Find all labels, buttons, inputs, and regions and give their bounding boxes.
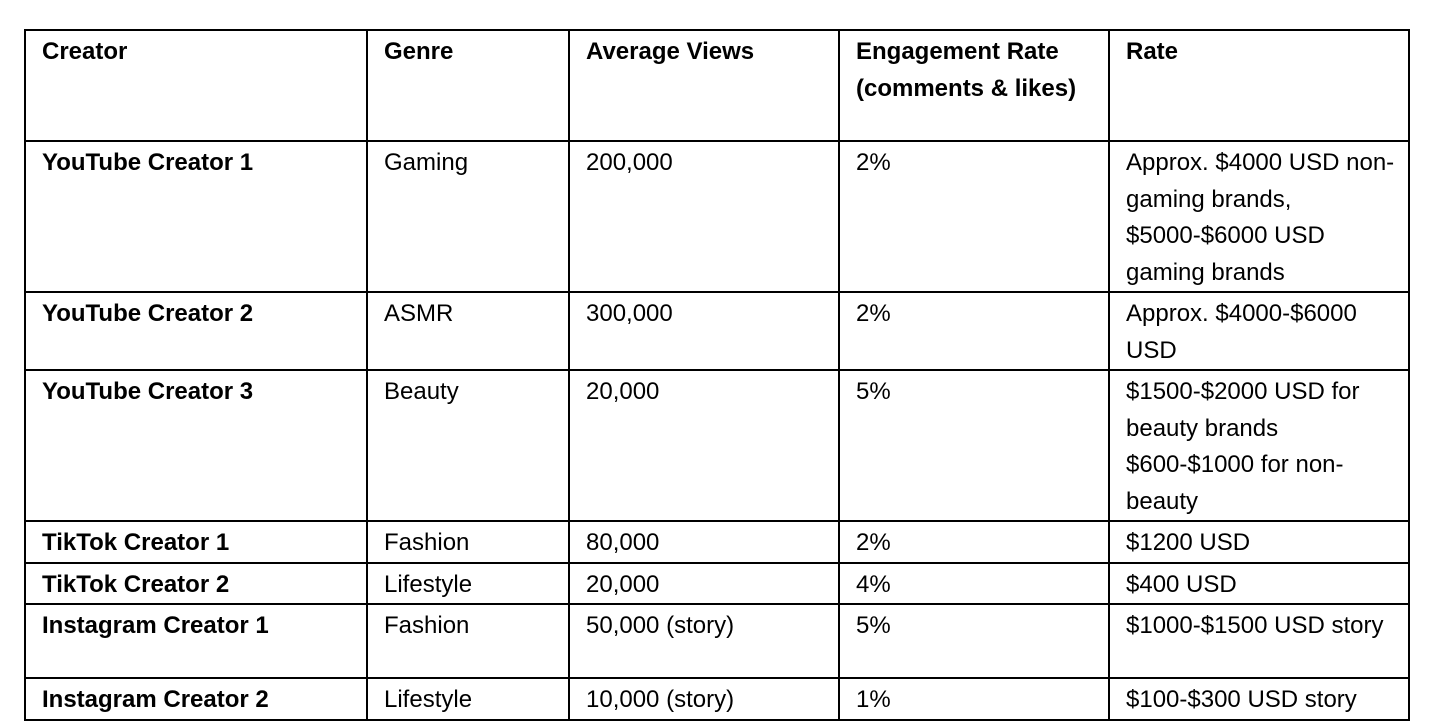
table-row: YouTube Creator 2 ASMR 300,000 2% Approx… <box>24 291 1410 371</box>
genre-cell: Gaming <box>366 140 570 293</box>
header-engagement-rate: Engagement Rate (comments & likes) <box>838 29 1110 142</box>
engagement-rate-cell: 2% <box>838 291 1110 371</box>
genre-cell: Lifestyle <box>366 677 570 721</box>
creator-cell: TikTok Creator 2 <box>24 561 368 605</box>
genre-cell: Fashion <box>366 520 570 564</box>
genre-cell: ASMR <box>366 291 570 371</box>
creator-cell: YouTube Creator 2 <box>24 291 368 371</box>
rate-cell: $400 USD <box>1108 561 1410 605</box>
table-row: YouTube Creator 3 Beauty 20,000 5% $1500… <box>24 369 1410 522</box>
rate-cell: $1200 USD <box>1108 520 1410 564</box>
header-creator: Creator <box>24 29 368 142</box>
average-views-cell: 80,000 <box>568 520 840 564</box>
creator-cell: Instagram Creator 2 <box>24 677 368 721</box>
engagement-rate-cell: 4% <box>838 561 1110 605</box>
rate-cell: Approx. $4000-$6000 USD <box>1108 291 1410 371</box>
average-views-cell: 200,000 <box>568 140 840 293</box>
average-views-cell: 50,000 (story) <box>568 603 840 679</box>
header-row: Creator Genre Average Views Engagement R… <box>24 29 1410 142</box>
genre-cell: Beauty <box>366 369 570 522</box>
rate-cell: $1500-$2000 USD for beauty brands $600-$… <box>1108 369 1410 522</box>
engagement-rate-cell: 2% <box>838 520 1110 564</box>
table-row: Instagram Creator 1 Fashion 50,000 (stor… <box>24 603 1410 679</box>
genre-cell: Lifestyle <box>366 561 570 605</box>
creator-cell: YouTube Creator 3 <box>24 369 368 522</box>
rate-cell: $1000-$1500 USD story <box>1108 603 1410 679</box>
creator-cell: Instagram Creator 1 <box>24 603 368 679</box>
engagement-rate-cell: 2% <box>838 140 1110 293</box>
average-views-cell: 20,000 <box>568 561 840 605</box>
header-average-views: Average Views <box>568 29 840 142</box>
creator-cell: YouTube Creator 1 <box>24 140 368 293</box>
rate-cell: $100-$300 USD story <box>1108 677 1410 721</box>
average-views-cell: 300,000 <box>568 291 840 371</box>
creator-cell: TikTok Creator 1 <box>24 520 368 564</box>
header-genre: Genre <box>366 29 570 142</box>
engagement-rate-cell: 5% <box>838 369 1110 522</box>
engagement-rate-cell: 1% <box>838 677 1110 721</box>
table-row: YouTube Creator 1 Gaming 200,000 2% Appr… <box>24 140 1410 293</box>
engagement-rate-cell: 5% <box>838 603 1110 679</box>
header-rate: Rate <box>1108 29 1410 142</box>
average-views-cell: 20,000 <box>568 369 840 522</box>
table-row: TikTok Creator 1 Fashion 80,000 2% $1200… <box>24 520 1410 564</box>
genre-cell: Fashion <box>366 603 570 679</box>
average-views-cell: 10,000 (story) <box>568 677 840 721</box>
rate-cell: Approx. $4000 USD non-gaming brands, $50… <box>1108 140 1410 293</box>
table-row: Instagram Creator 2 Lifestyle 10,000 (st… <box>24 677 1410 721</box>
table-row: TikTok Creator 2 Lifestyle 20,000 4% $40… <box>24 561 1410 605</box>
creator-rates-table: Creator Genre Average Views Engagement R… <box>24 29 1410 721</box>
